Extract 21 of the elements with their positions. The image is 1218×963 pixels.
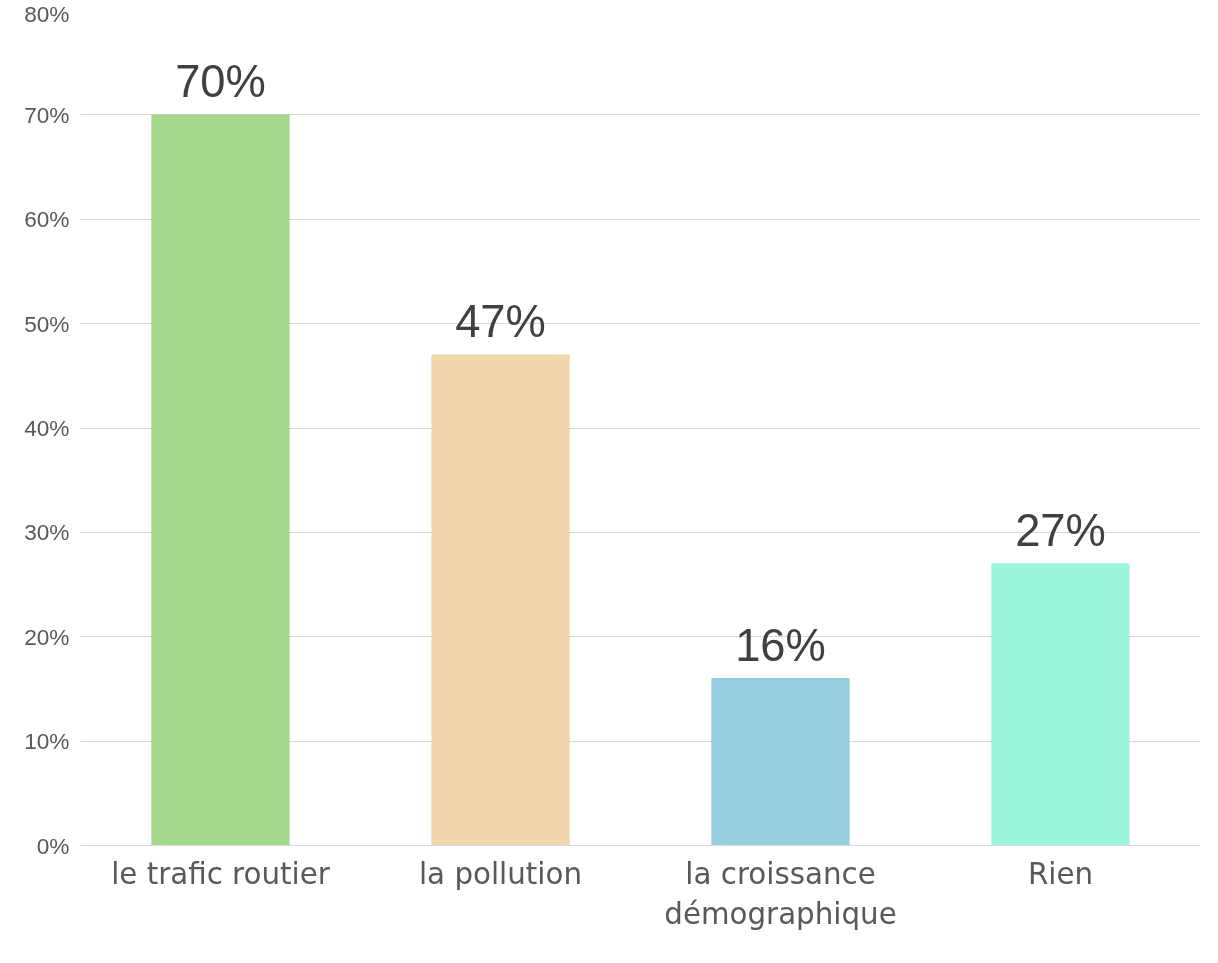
y-tick-label: 40%: [24, 415, 70, 441]
data-label: 27%: [1015, 504, 1106, 556]
x-tick-label: Rien: [1027, 856, 1094, 891]
bar: [991, 563, 1130, 846]
data-label: 16%: [735, 619, 826, 671]
x-tick-label: la croissance démographique: [664, 856, 897, 932]
bar: [711, 678, 850, 846]
y-tick-label: 10%: [24, 728, 70, 755]
y-tick-label: 50%: [24, 310, 70, 337]
bar: [151, 114, 290, 846]
data-label: 70%: [175, 55, 266, 107]
x-tick-label: la pollution: [418, 856, 583, 891]
y-tick-label: 0%: [36, 832, 70, 859]
y-tick-label: 30%: [24, 519, 70, 546]
y-tick-label: 60%: [24, 206, 70, 233]
x-tick-label: le trafic routier: [111, 856, 331, 891]
y-tick-label: 20%: [24, 623, 70, 650]
data-label: 47%: [455, 295, 546, 347]
bar: [431, 354, 570, 846]
y-tick-label: 80%: [24, 0, 70, 27]
y-tick-label: 70%: [24, 101, 70, 128]
